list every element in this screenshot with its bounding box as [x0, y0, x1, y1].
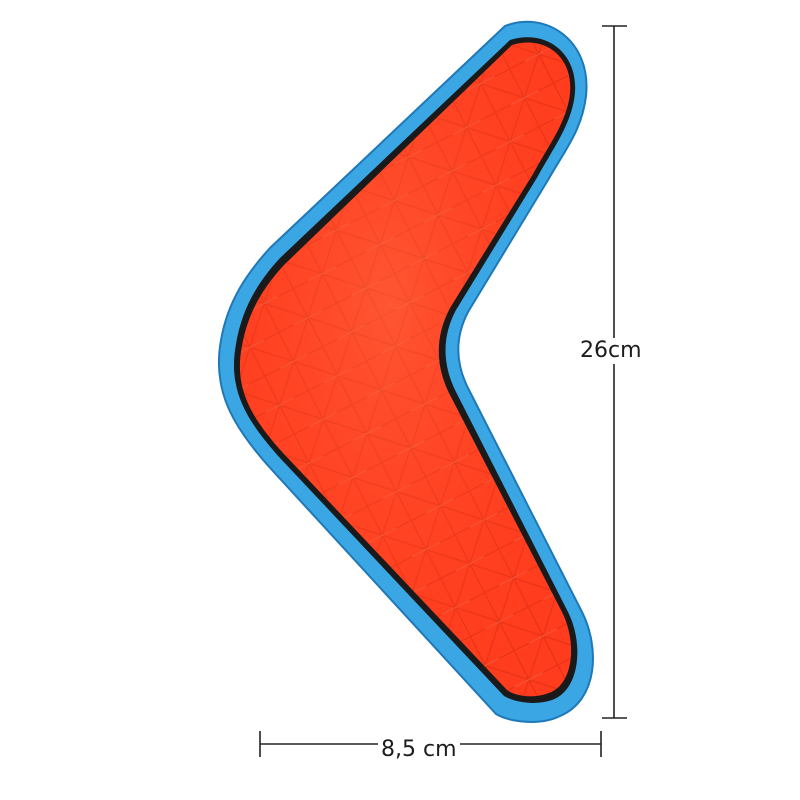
boomerang-shine: [239, 42, 572, 697]
height-label: 26cm: [577, 338, 645, 364]
height-dimension-line: [602, 25, 627, 719]
width-label: 8,5 cm: [378, 737, 460, 763]
